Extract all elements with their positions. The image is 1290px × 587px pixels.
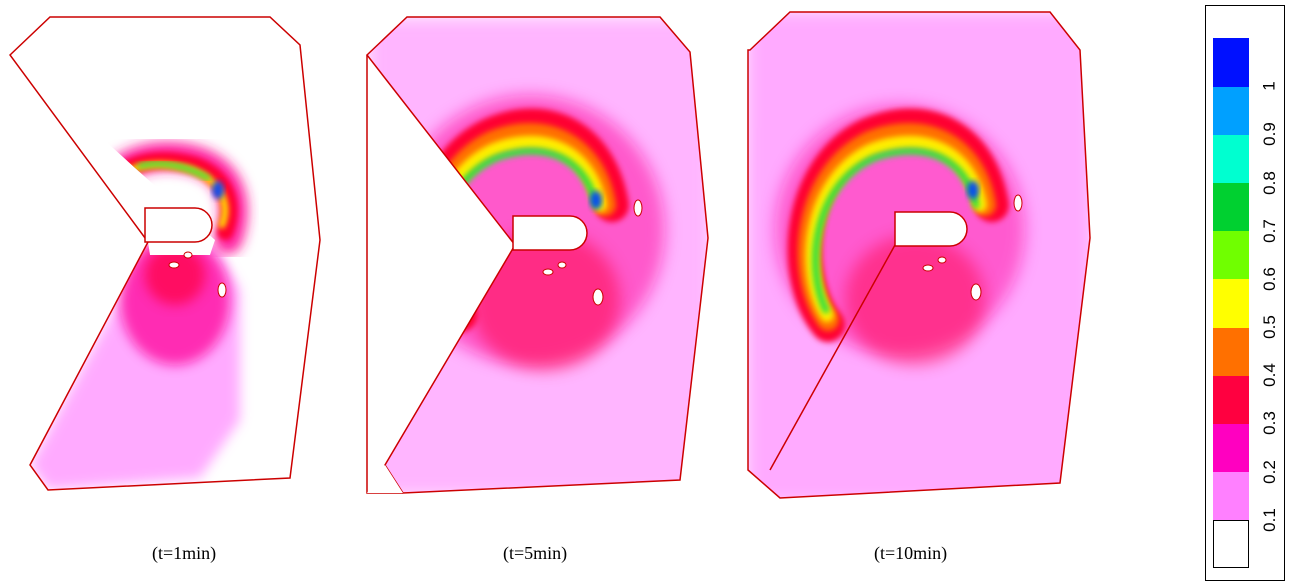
colorbar-swatch [1213,472,1249,521]
colorbar-tick-label: 0.2 [1256,448,1284,496]
colorbar-tick-label: 0.6 [1256,255,1284,303]
colorbar-tick-label: 0.1 [1256,496,1284,544]
colorbar-swatch [1213,86,1249,135]
t10-void-1 [923,265,933,271]
colorbar-swatch [1213,327,1249,376]
caption-t5: (t=5min) [503,543,567,564]
t10-void-3 [971,284,981,300]
colorbar-swatch [1213,375,1249,424]
t10-tunnel [895,212,967,246]
colorbar-tick-label: 0.3 [1256,399,1284,447]
colorbar-swatch [1213,231,1249,280]
colorbar-swatch [1213,183,1249,232]
colorbar-tick-label: 1 [1256,62,1284,110]
colorbar-tick-label: 0.7 [1256,207,1284,255]
caption-t1: (t=1min) [152,543,216,564]
colorbar-tick-label: 0.9 [1256,110,1284,158]
colorbar-swatch [1213,134,1249,183]
t10-void-4 [1014,195,1022,211]
t10-red-lower [845,235,985,365]
t10-void-2 [938,257,946,263]
colorbar-swatch [1213,520,1249,569]
t10-blue-spot [967,181,979,199]
colorbar-swatch [1213,279,1249,328]
caption-t10: (t=10min) [874,543,947,564]
colorbar-tick-label: 0.4 [1256,351,1284,399]
colorbar-swatch [1213,38,1249,87]
colorbar-tick-label: 0.5 [1256,303,1284,351]
colorbar-tick-label: 0.8 [1256,159,1284,207]
colorbar-swatch [1213,423,1249,472]
